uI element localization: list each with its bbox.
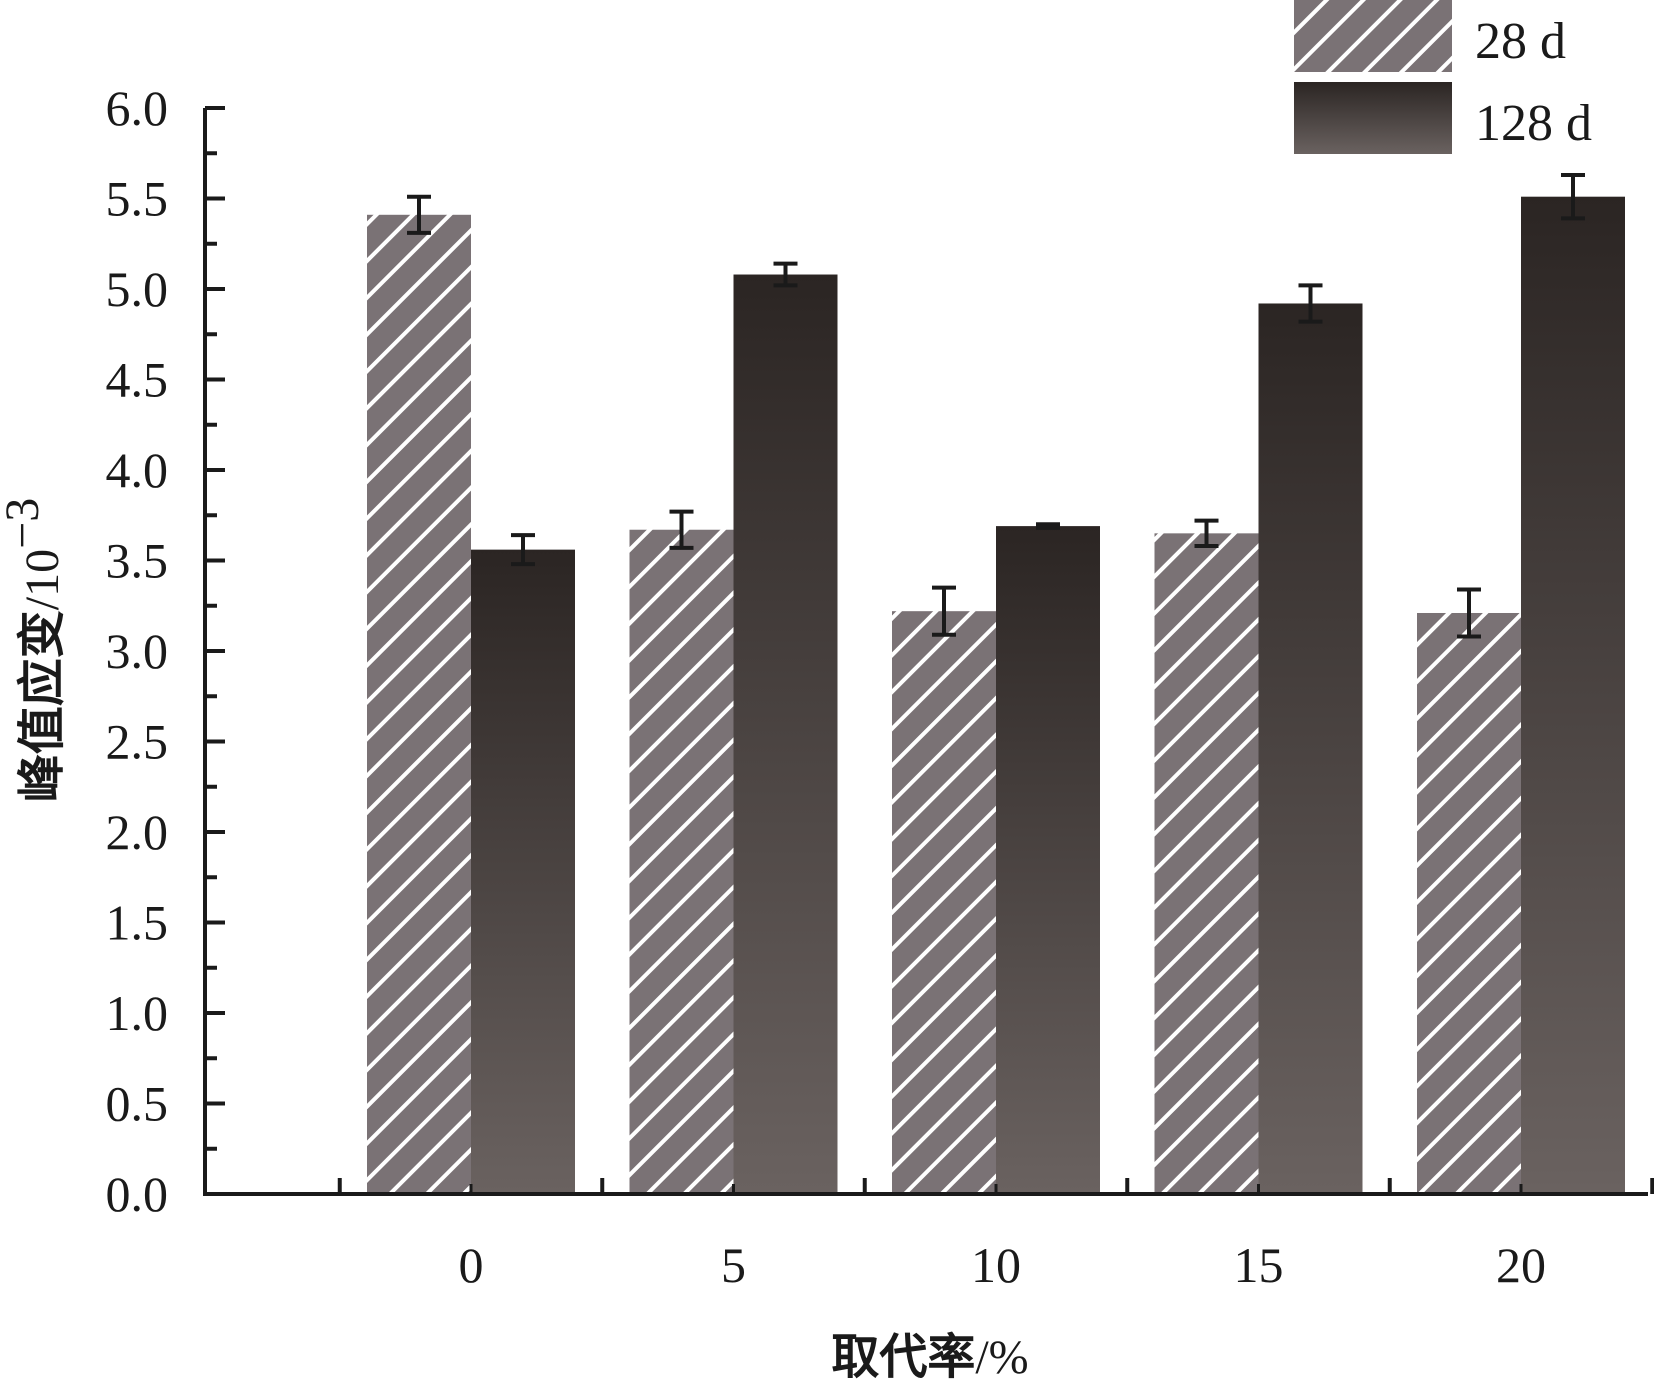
legend-label-28d: 28 d	[1475, 13, 1566, 70]
y-tick-label: 3.5	[106, 533, 169, 589]
bar-28d-0	[367, 214, 471, 1195]
bar-128d-5	[733, 274, 838, 1194]
y-tick-label: 4.5	[106, 352, 169, 408]
error-bars-layer	[407, 172, 1585, 639]
x-tick-label: 15	[1234, 1237, 1284, 1293]
bar-128d-20	[1521, 196, 1625, 1194]
y-tick-label: 5.0	[106, 261, 169, 317]
y-tick-label: 5.5	[106, 171, 169, 227]
y-tick-label: 2.5	[106, 714, 169, 770]
legend-swatch-28d	[1294, 0, 1452, 72]
error-bar-128d-20	[1561, 172, 1585, 221]
y-ticks-layer: 0.0 0.5 1.0 1.5 2.0 2.5 3.0 3.5 4.0 4.5 5.0 5.5 6.0	[106, 80, 225, 1222]
x-tick-label: 0	[459, 1237, 484, 1293]
bar-28d-15	[1154, 533, 1259, 1194]
legend-swatch-128d	[1294, 82, 1452, 154]
x-ticks-layer: 0 5 10 15 20	[337, 1178, 1654, 1293]
bar-28d-10	[892, 611, 996, 1194]
y-tick-label: 6.0	[106, 80, 169, 136]
legend-label-128d: 128 d	[1475, 95, 1592, 152]
x-tick-label: 20	[1496, 1237, 1546, 1293]
x-axis-title: 取代率/%	[831, 1329, 1028, 1385]
error-bar-28d-0	[407, 194, 431, 235]
x-tick-label: 10	[971, 1237, 1021, 1293]
bar-28d-20	[1417, 612, 1521, 1194]
bars-layer	[367, 196, 1625, 1195]
y-axis-title: 峰值应变/10−3	[0, 498, 70, 802]
y-tick-label: 4.0	[106, 442, 169, 498]
error-bar-28d-10	[932, 585, 956, 637]
x-tick-label: 5	[721, 1237, 746, 1293]
y-tick-label: 1.5	[106, 895, 169, 951]
y-tick-label: 0.5	[106, 1076, 169, 1132]
error-bar-128d-5	[773, 261, 798, 288]
error-bar-28d-5	[669, 509, 694, 550]
error-bar-128d-10	[1036, 522, 1060, 530]
y-tick-label: 2.0	[106, 804, 169, 860]
error-bar-28d-15	[1194, 518, 1219, 549]
bar-28d-5	[629, 529, 734, 1194]
y-tick-label: 3.0	[106, 623, 169, 679]
legend: 28 d 128 d	[1294, 0, 1592, 154]
error-bar-128d-15	[1298, 283, 1323, 324]
error-bar-28d-20	[1457, 587, 1481, 639]
bar-128d-10	[996, 526, 1100, 1194]
bar-128d-0	[471, 549, 575, 1194]
bar-128d-15	[1258, 303, 1363, 1195]
y-tick-label: 1.0	[106, 985, 169, 1041]
y-tick-label: 0.0	[106, 1166, 169, 1222]
error-bar-128d-0	[511, 533, 535, 567]
